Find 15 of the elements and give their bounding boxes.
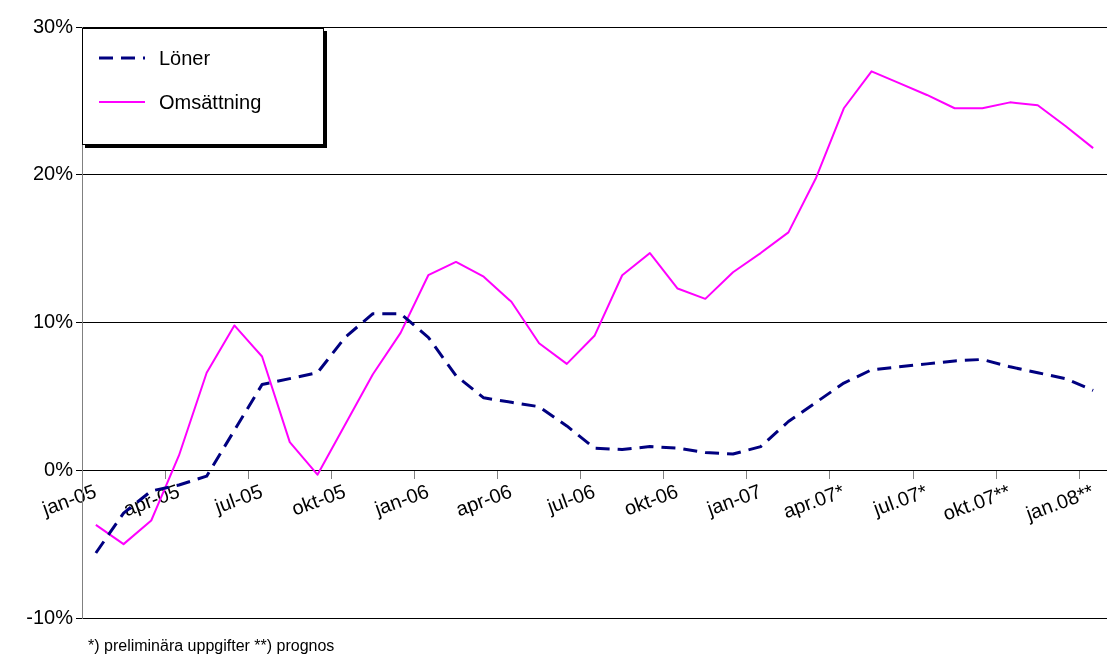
x-tick-label: okt-05 <box>288 479 349 520</box>
x-tick-label: jul-06 <box>543 479 598 518</box>
x-tick-label: okt-06 <box>621 479 681 520</box>
y-tick-label: 30% <box>32 14 74 37</box>
y-tick-label: 0% <box>44 457 74 480</box>
x-tick-label: apr.07* <box>779 479 848 523</box>
line-series <box>94 312 1095 555</box>
x-tick-label: apr-06 <box>452 479 515 521</box>
y-tick-label: 10% <box>32 310 74 333</box>
y-tick-label: -10% <box>26 605 74 628</box>
x-tick-label: jul-05 <box>210 479 266 518</box>
y-tick-label: 20% <box>32 162 74 185</box>
legend-label: Löner <box>159 46 211 70</box>
legend-label: Omsättning <box>159 90 262 114</box>
text: *) preliminära uppgifter **) prognos <box>88 637 335 655</box>
